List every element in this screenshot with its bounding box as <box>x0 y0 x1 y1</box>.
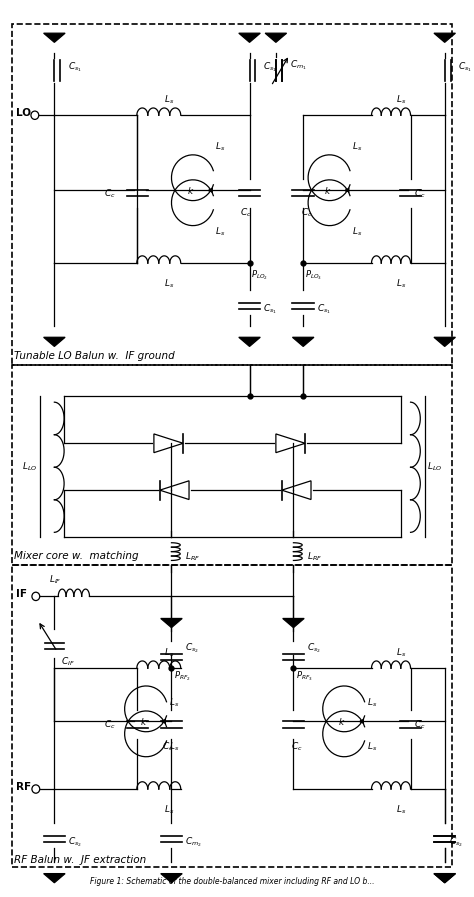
Text: $C_c$: $C_c$ <box>104 718 116 731</box>
Text: $L_s$: $L_s$ <box>352 226 362 238</box>
Text: $C_c$: $C_c$ <box>240 207 252 220</box>
Polygon shape <box>434 33 456 42</box>
Text: $L_s$: $L_s$ <box>396 278 406 291</box>
Text: $L_s$: $L_s$ <box>396 804 406 816</box>
Text: $P_{RF_2}$: $P_{RF_2}$ <box>174 669 191 683</box>
Polygon shape <box>160 481 189 500</box>
Text: $k$: $k$ <box>187 185 195 196</box>
Text: $L_s$: $L_s$ <box>396 647 406 659</box>
Text: $L_s$: $L_s$ <box>352 140 362 152</box>
Text: $C_c$: $C_c$ <box>104 187 116 200</box>
Text: $P_{LO_2}$: $P_{LO_2}$ <box>252 268 269 282</box>
Text: $k$: $k$ <box>140 716 148 727</box>
Polygon shape <box>161 618 182 628</box>
Text: $C_{s_2}$: $C_{s_2}$ <box>185 641 199 655</box>
Text: $L_s$: $L_s$ <box>164 93 174 106</box>
Text: $C_{m_1}$: $C_{m_1}$ <box>290 58 306 72</box>
Text: RF Balun w.  JF extraction: RF Balun w. JF extraction <box>14 855 146 865</box>
Text: $C_{s_1}$: $C_{s_1}$ <box>68 61 82 74</box>
Text: $C_{s_2}$: $C_{s_2}$ <box>307 641 321 655</box>
Polygon shape <box>283 618 304 628</box>
Polygon shape <box>44 874 65 883</box>
Text: $L_s$: $L_s$ <box>215 226 226 238</box>
Text: $C_c$: $C_c$ <box>301 207 313 220</box>
Text: $P_{LO_3}$: $P_{LO_3}$ <box>305 268 322 282</box>
Text: Tunable LO Balun w.  IF ground: Tunable LO Balun w. IF ground <box>14 351 175 361</box>
Bar <box>12 365 452 565</box>
Text: LO: LO <box>16 109 31 118</box>
Text: $k$: $k$ <box>324 185 331 196</box>
Text: Mixer core w.  matching: Mixer core w. matching <box>14 551 139 561</box>
Text: $C_{m_2}$: $C_{m_2}$ <box>185 835 202 849</box>
Text: $P_{RF_3}$: $P_{RF_3}$ <box>296 669 313 683</box>
Text: $L_s$: $L_s$ <box>366 696 377 709</box>
Text: $C_{IF}$: $C_{IF}$ <box>61 656 75 668</box>
Text: $L_s$: $L_s$ <box>164 278 174 291</box>
Text: $L_{RF}$: $L_{RF}$ <box>307 551 322 563</box>
Polygon shape <box>434 874 456 883</box>
Text: $C_c$: $C_c$ <box>414 718 426 731</box>
Text: Figure 1: Schematic of the double-balanced mixer including RF and LO b...: Figure 1: Schematic of the double-balanc… <box>90 877 374 886</box>
Text: $C_{s_1}$: $C_{s_1}$ <box>263 61 277 74</box>
Polygon shape <box>44 337 65 346</box>
Text: $L_s$: $L_s$ <box>164 647 174 659</box>
Text: $C_{s_2}$: $C_{s_2}$ <box>68 835 82 849</box>
Text: IF: IF <box>16 589 27 599</box>
Text: RF: RF <box>16 782 31 792</box>
Polygon shape <box>239 337 260 346</box>
Text: $L_{LO}$: $L_{LO}$ <box>22 461 38 474</box>
Polygon shape <box>161 874 182 883</box>
Text: $C_{s_2}$: $C_{s_2}$ <box>448 835 463 849</box>
Text: $C_{s_1}$: $C_{s_1}$ <box>317 302 331 316</box>
Polygon shape <box>265 33 287 42</box>
Polygon shape <box>434 337 456 346</box>
Polygon shape <box>44 33 65 42</box>
Text: $C_c$: $C_c$ <box>414 187 426 200</box>
Bar <box>12 23 452 365</box>
Text: $C_{s_1}$: $C_{s_1}$ <box>263 302 277 316</box>
Text: $C_c$: $C_c$ <box>292 740 303 753</box>
Text: $L_{LO}$: $L_{LO}$ <box>427 461 442 474</box>
Polygon shape <box>239 33 260 42</box>
Polygon shape <box>292 337 314 346</box>
Text: $L_s$: $L_s$ <box>169 696 179 709</box>
Polygon shape <box>434 874 456 883</box>
Bar <box>12 565 452 867</box>
Text: $L_{RF}$: $L_{RF}$ <box>185 551 201 563</box>
Polygon shape <box>282 481 311 500</box>
Text: $L_s$: $L_s$ <box>366 740 377 753</box>
Text: $L_s$: $L_s$ <box>215 140 226 152</box>
Text: $k$: $k$ <box>338 716 346 727</box>
Text: $L_{IF}$: $L_{IF}$ <box>49 573 62 586</box>
Text: $L_s$: $L_s$ <box>396 93 406 106</box>
Polygon shape <box>276 434 305 453</box>
Text: $C_c$: $C_c$ <box>162 740 173 753</box>
Text: $L_s$: $L_s$ <box>164 804 174 816</box>
Text: $C_{s_1}$: $C_{s_1}$ <box>458 61 472 74</box>
Text: $L_s$: $L_s$ <box>169 740 179 753</box>
Polygon shape <box>154 434 183 453</box>
